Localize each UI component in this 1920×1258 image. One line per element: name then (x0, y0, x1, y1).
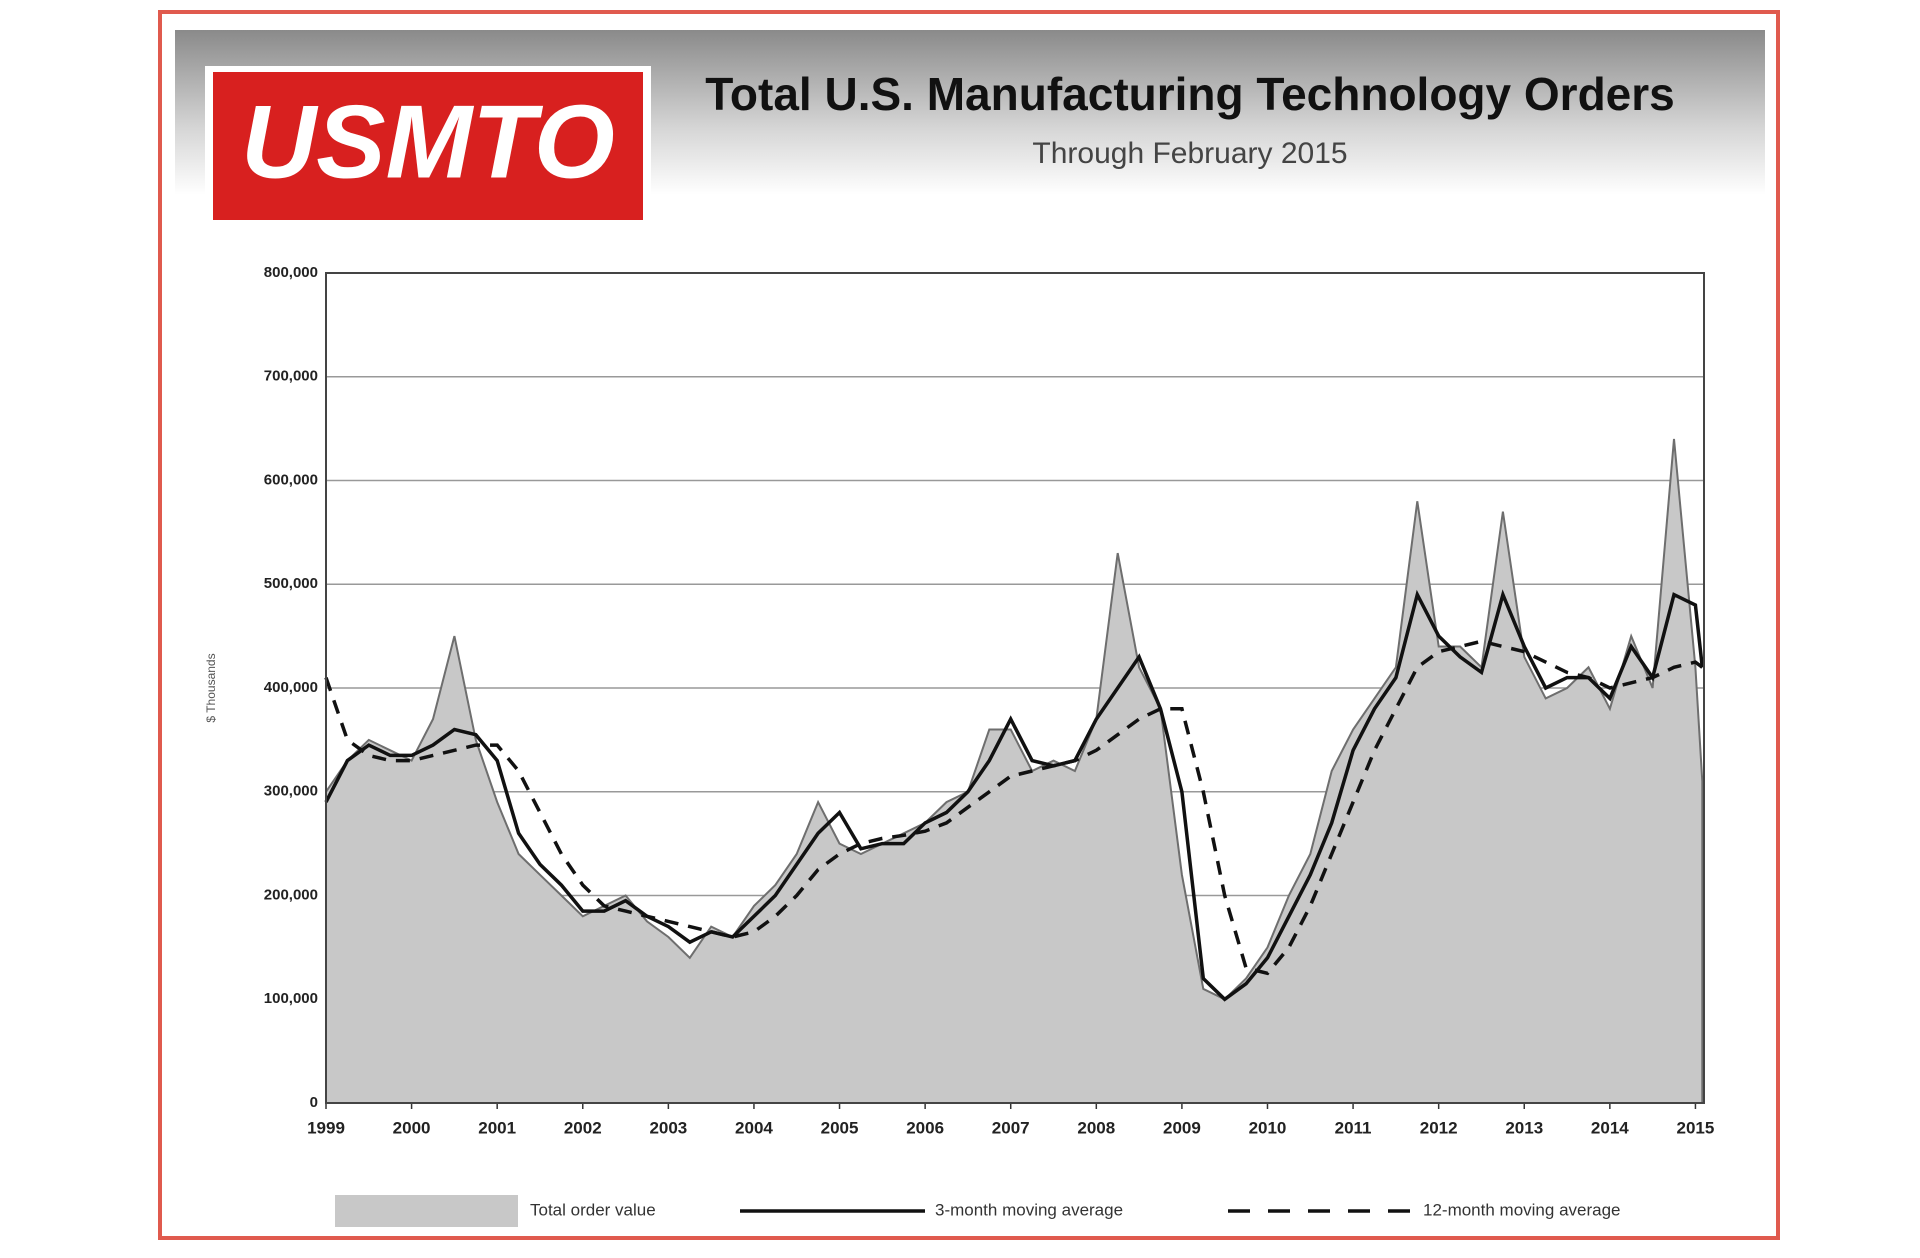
x-tick-label: 2000 (393, 1118, 431, 1137)
y-tick-label: 600,000 (264, 471, 318, 488)
x-tick-label: 2013 (1505, 1118, 1543, 1137)
y-tick-label: 800,000 (264, 264, 318, 281)
y-tick-label: 400,000 (264, 679, 318, 696)
x-tick-label: 2014 (1591, 1118, 1629, 1137)
y-tick-label: 300,000 (264, 783, 318, 800)
y-tick-label: 100,000 (264, 990, 318, 1007)
y-tick-label: 0 (310, 1094, 318, 1111)
x-tick-label: 2004 (735, 1118, 773, 1137)
x-tick-label: 1999 (307, 1118, 345, 1137)
x-tick-label: 2003 (649, 1118, 687, 1137)
x-tick-label: 2009 (1163, 1118, 1201, 1137)
line (324, 639, 1704, 976)
legend-swatch (335, 1195, 518, 1227)
x-tick-label: 2007 (992, 1118, 1030, 1137)
y-tick-label: 200,000 (264, 886, 318, 903)
plot-border (325, 272, 1705, 1104)
line (324, 589, 1705, 1002)
x-tick-label: 2001 (478, 1118, 516, 1137)
x-tick-label: 2002 (564, 1118, 602, 1137)
x-tick-label: 2006 (906, 1118, 944, 1137)
logo (213, 72, 643, 220)
chart-title: Total U.S. Manufacturing Technology Orde… (705, 68, 1674, 120)
y-tick-label: 500,000 (264, 575, 318, 592)
legend-label: Total order value (530, 1200, 656, 1219)
x-tick-label: 2005 (821, 1118, 859, 1137)
x-tick-label: 2011 (1335, 1118, 1372, 1137)
legend-label: 3-month moving average (935, 1200, 1123, 1219)
x-tick-label: 2012 (1420, 1118, 1458, 1137)
legend-label: 12-month moving average (1423, 1200, 1621, 1219)
chart-subtitle: Through February 2015 (1032, 137, 1347, 170)
area (325, 438, 1704, 1104)
x-tick-label: 2015 (1677, 1118, 1715, 1137)
logo-text: USMTO (241, 84, 615, 200)
y-axis-label: $ Thousands (204, 653, 218, 722)
x-tick-label: 2010 (1249, 1118, 1287, 1137)
x-tick-label: 2008 (1077, 1118, 1115, 1137)
y-tick-label: 700,000 (264, 368, 318, 385)
